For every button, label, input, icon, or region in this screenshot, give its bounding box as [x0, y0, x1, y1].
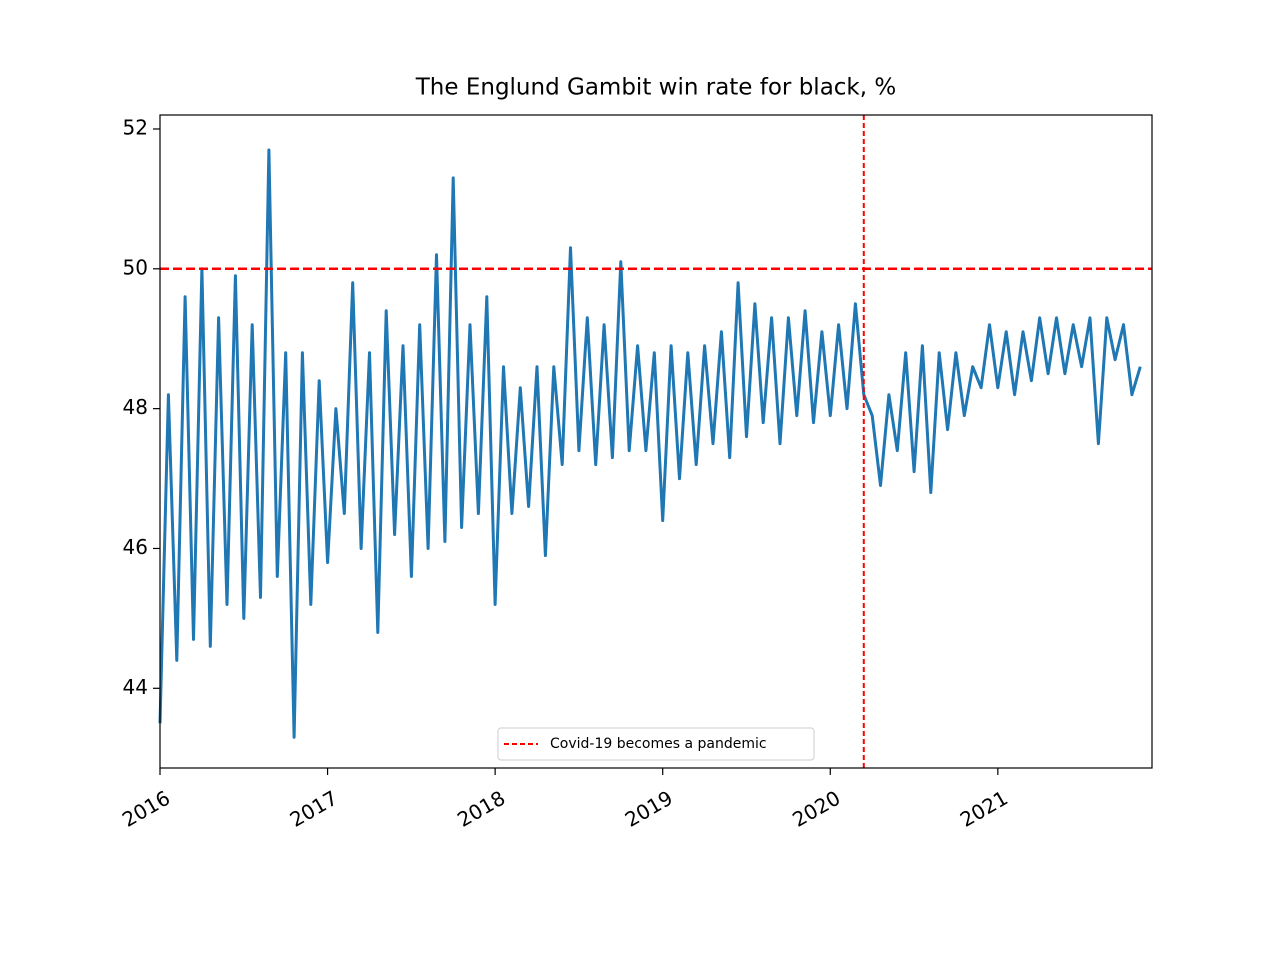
y-tick-label: 48 — [123, 395, 148, 419]
plot-frame — [159, 114, 1153, 769]
y-tick-label: 52 — [123, 115, 148, 139]
chart-title: The Englund Gambit win rate for black, % — [415, 75, 896, 101]
legend-label: Covid-19 becomes a pandemic — [550, 736, 767, 752]
y-tick-label: 50 — [123, 255, 148, 279]
y-tick-label: 44 — [123, 675, 148, 699]
y-tick-label: 46 — [123, 535, 148, 559]
legend-box — [497, 727, 815, 761]
data-line — [158, 148, 1142, 739]
legend: Covid-19 becomes a pandemic — [497, 727, 815, 761]
